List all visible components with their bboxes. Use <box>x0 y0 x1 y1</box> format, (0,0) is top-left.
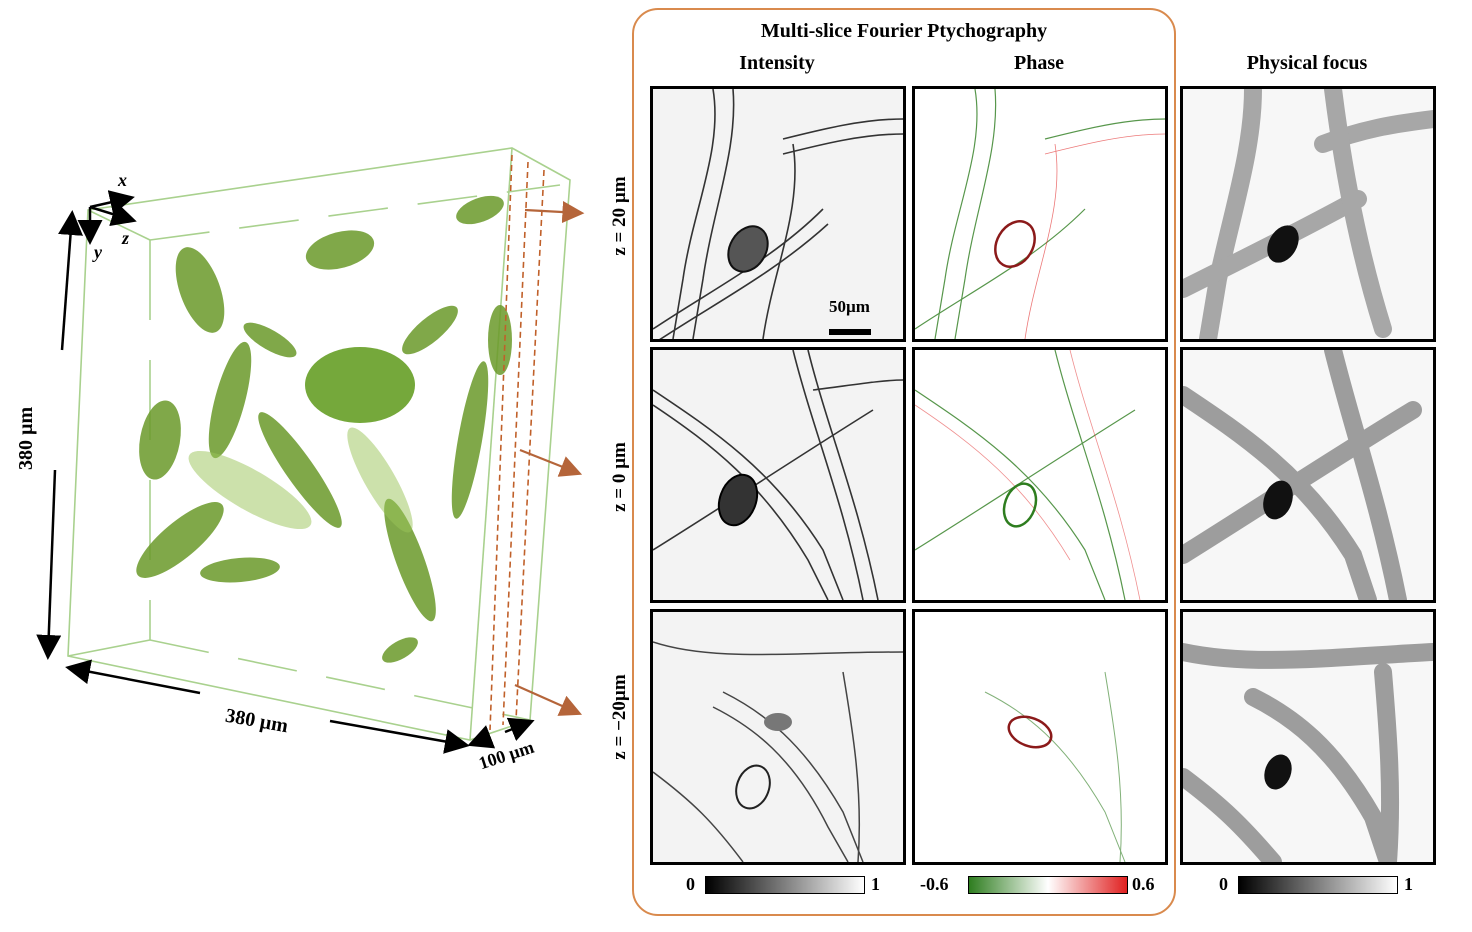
scale-bar-label: 50µm <box>829 297 870 316</box>
physical-focus-image-z20 <box>1180 86 1436 342</box>
fp-panel-title: Multi-slice Fourier Ptychography <box>760 20 1048 42</box>
cbar-phase-max: 0.6 <box>1132 874 1155 894</box>
physical-focus-image-z0 <box>1180 347 1436 603</box>
phase-image-z0 <box>912 347 1168 603</box>
dimension-arrows <box>36 210 535 754</box>
volume-svg <box>36 147 585 754</box>
cbar-physical-min: 0 <box>1219 874 1228 894</box>
axis-y-label: y <box>94 242 102 262</box>
phase-image-z-20 <box>912 609 1168 865</box>
cbar-intensity <box>705 876 865 894</box>
intensity-image-z0 <box>650 347 906 603</box>
axis-x-label: x <box>118 170 127 190</box>
cbar-phase <box>968 876 1128 894</box>
column-title-phase: Phase <box>1014 52 1064 74</box>
cbar-intensity-min: 0 <box>686 874 695 894</box>
fp-panel-frame <box>632 8 1176 916</box>
intensity-image-z20: 50µm <box>650 86 906 342</box>
axes-gizmo <box>77 190 137 245</box>
row-label-top: z = 20 µm <box>609 176 630 256</box>
volume-rendering: x z y 380 µm 380 µm 100 µm <box>0 140 600 780</box>
cbar-phase-min: -0.6 <box>920 874 949 894</box>
intensity-image-z-20 <box>650 609 906 865</box>
column-title-physical-focus: Physical focus <box>1246 52 1368 74</box>
cbar-intensity-max: 1 <box>871 874 880 894</box>
physical-focus-image-z-20 <box>1180 609 1436 865</box>
slice-arrows <box>514 201 585 716</box>
column-title-intensity: Intensity <box>739 52 815 74</box>
cbar-physical-max: 1 <box>1404 874 1413 894</box>
cbar-physical <box>1238 876 1398 894</box>
cell-filaments <box>136 195 512 663</box>
row-label-bottom: z = −20µm <box>609 674 630 760</box>
row-label-middle: z = 0 µm <box>609 442 630 512</box>
slice-planes <box>489 154 545 731</box>
axis-z-label: z <box>122 228 130 248</box>
phase-image-z20 <box>912 86 1168 342</box>
